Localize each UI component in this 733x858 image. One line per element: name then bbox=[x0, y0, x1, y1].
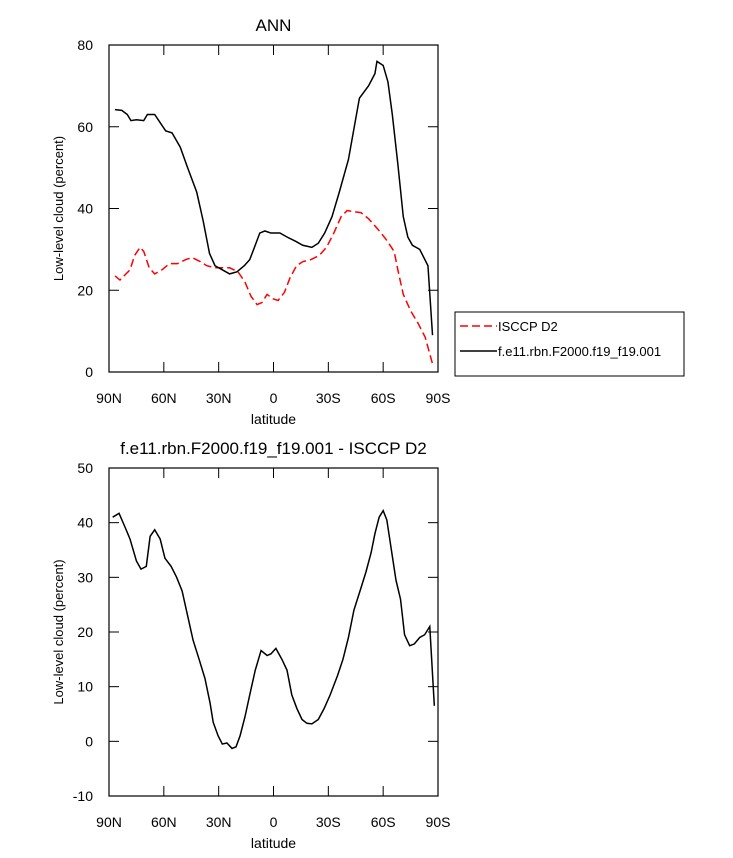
x-axis-label: latitude bbox=[251, 835, 296, 851]
x-tick-label: 30S bbox=[316, 390, 341, 406]
plot-frame bbox=[108, 44, 439, 373]
y-tick-label: 60 bbox=[77, 119, 93, 135]
y-tick-label: 40 bbox=[77, 515, 93, 531]
plot-frame bbox=[108, 467, 439, 797]
y-tick-label: 0 bbox=[85, 733, 93, 749]
x-tick-label: 60N bbox=[151, 814, 177, 830]
data-line bbox=[114, 209, 434, 365]
y-axis-label: Low-level cloud (percent) bbox=[51, 559, 66, 704]
y-tick-label: 20 bbox=[77, 282, 93, 298]
chart-title: ANN bbox=[256, 16, 292, 35]
y-axis-label: Low-level cloud (percent) bbox=[51, 136, 66, 281]
y-tick-label: 50 bbox=[77, 460, 93, 476]
x-tick-label: 90S bbox=[426, 390, 451, 406]
data-line bbox=[114, 60, 434, 336]
y-tick-label: 30 bbox=[77, 569, 93, 585]
x-tick-label: 60S bbox=[371, 390, 396, 406]
y-tick-label: 80 bbox=[77, 37, 93, 53]
legend-box bbox=[454, 311, 685, 377]
x-tick-label: 60S bbox=[371, 814, 396, 830]
x-axis-label: latitude bbox=[251, 411, 296, 427]
legend-label: ISCCP D2 bbox=[498, 319, 558, 334]
x-tick-label: 90N bbox=[96, 390, 122, 406]
x-tick-label: 30S bbox=[316, 814, 341, 830]
chart-title: f.e11.rbn.F2000.f19_f19.001 - ISCCP D2 bbox=[120, 439, 427, 458]
y-tick-label: -10 bbox=[73, 788, 93, 804]
x-tick-label: 30N bbox=[206, 814, 232, 830]
x-tick-label: 60N bbox=[151, 390, 177, 406]
y-tick-label: 40 bbox=[77, 201, 93, 217]
data-line bbox=[112, 508, 436, 750]
y-tick-label: 20 bbox=[77, 624, 93, 640]
x-tick-label: 90S bbox=[426, 814, 451, 830]
x-tick-label: 30N bbox=[206, 390, 232, 406]
x-tick-label: 0 bbox=[270, 814, 278, 830]
y-tick-label: 10 bbox=[77, 679, 93, 695]
y-tick-label: 0 bbox=[85, 364, 93, 380]
x-tick-label: 0 bbox=[270, 390, 278, 406]
x-tick-label: 90N bbox=[96, 814, 122, 830]
legend-label: f.e11.rbn.F2000.f19_f19.001 bbox=[498, 344, 661, 359]
